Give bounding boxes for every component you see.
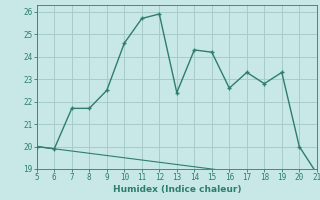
X-axis label: Humidex (Indice chaleur): Humidex (Indice chaleur): [113, 185, 241, 194]
